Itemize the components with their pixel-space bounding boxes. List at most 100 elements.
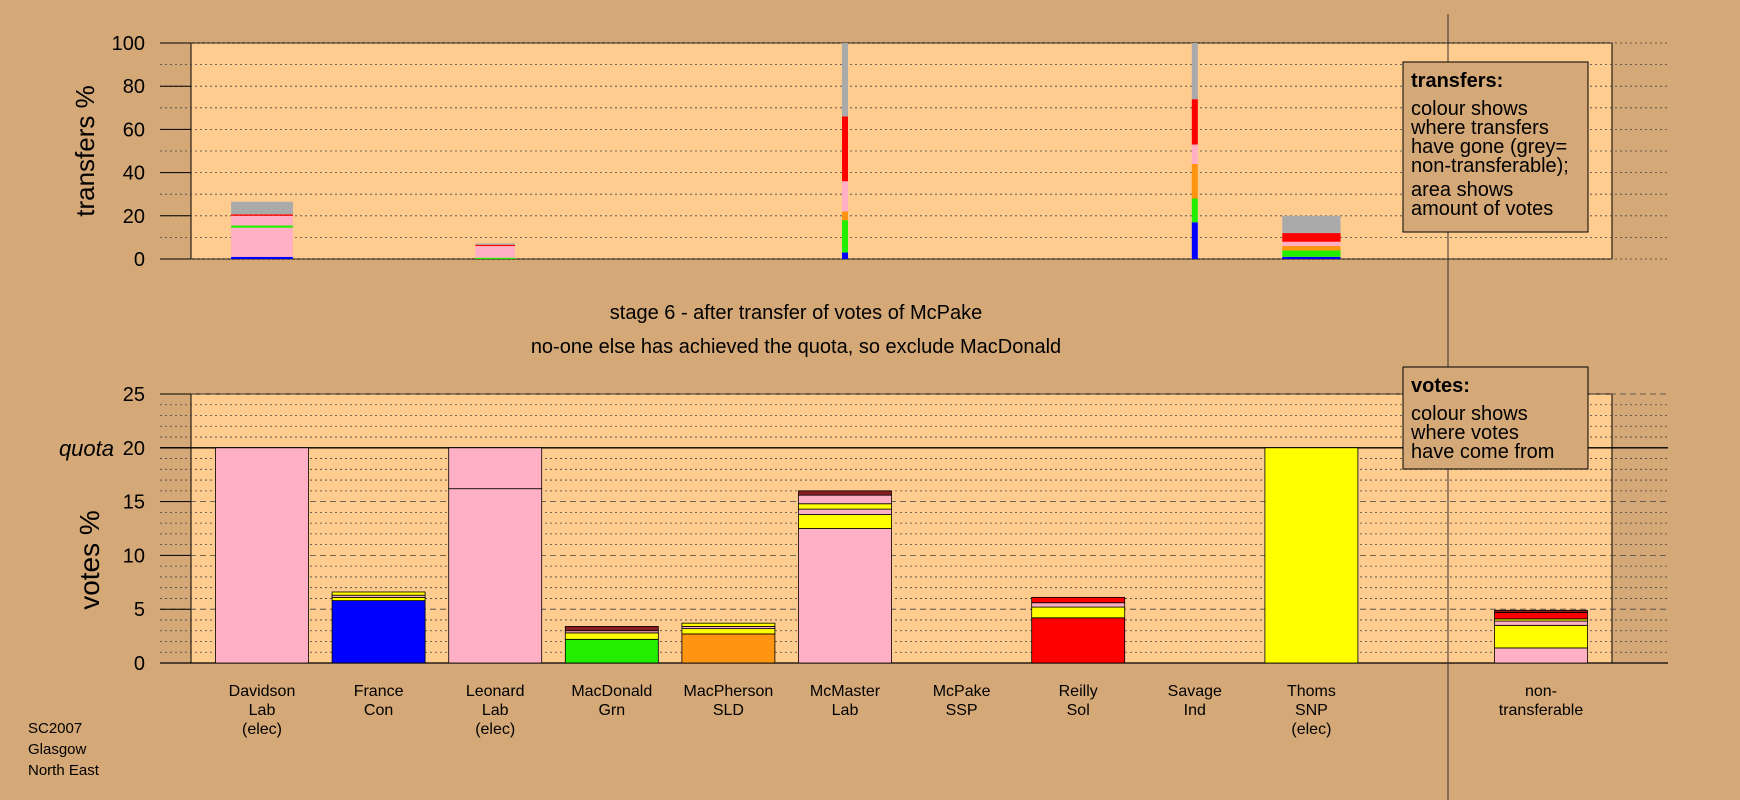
transfer-segment-thoms <box>1282 246 1341 251</box>
vote-segment-macdonald <box>564 638 659 664</box>
transfer-segment-mcmaster <box>842 43 848 117</box>
transfers-legend-text: area shows <box>1411 179 1513 201</box>
transfer-segment-mcmaster <box>842 220 848 253</box>
candidate-label: France <box>354 683 404 700</box>
votes-plot-area <box>190 393 1613 664</box>
votes-y-tick-label: 5 <box>134 599 145 621</box>
vote-segment-mcmaster <box>798 494 892 505</box>
vote-segment-nontransferable <box>1494 609 1588 613</box>
transfers-y-axis-label: transfers % <box>70 85 100 217</box>
vote-segment-reilly <box>1031 606 1126 619</box>
transfer-segment-davidson <box>231 225 293 228</box>
transfer-segment-savage <box>1191 198 1198 223</box>
candidate-label: Davidson <box>229 683 296 700</box>
transfer-segment-savage <box>1191 222 1198 259</box>
vote-segment-nontransferable <box>1494 647 1588 664</box>
candidate-label: Grn <box>598 702 625 719</box>
vote-segment-reilly <box>1031 617 1126 664</box>
transfer-segment-mcmaster <box>842 116 848 182</box>
votes-y-tick-label: 25 <box>123 384 145 406</box>
vote-segment-macpherson <box>681 622 776 627</box>
transfer-segment-thoms <box>1282 250 1341 257</box>
vote-segment-reilly <box>1031 602 1126 608</box>
vote-segment-france <box>331 591 426 596</box>
transfers-y-tick-label: 20 <box>123 206 145 228</box>
transfers-legend-box <box>1402 61 1589 233</box>
candidate-label: (elec) <box>1291 721 1331 738</box>
candidate-label: Lab <box>249 702 276 719</box>
vote-segment-nontransferable <box>1494 624 1588 649</box>
transfers-y-tick-label: 100 <box>112 33 145 55</box>
vote-segment-leonard <box>448 447 543 490</box>
nontransferable-label: transferable <box>1499 702 1584 719</box>
vote-segment-mcmaster <box>798 514 892 529</box>
votes-legend-title: votes: <box>1411 375 1470 397</box>
candidate-label: MacDonald <box>571 683 652 700</box>
transfer-segment-mcmaster <box>842 211 848 221</box>
votes-legend-text: where votes <box>1410 422 1519 444</box>
vote-segment-leonard <box>448 488 543 664</box>
candidate-label: McPake <box>933 683 991 700</box>
vote-segment-macdonald <box>564 632 659 640</box>
votes-y-tick-label: 15 <box>123 492 145 514</box>
transfer-segment-savage <box>1191 144 1198 164</box>
transfer-segment-savage <box>1191 43 1198 100</box>
transfers-y-tick-label: 80 <box>123 76 145 98</box>
vote-segment-mcmaster <box>798 490 892 496</box>
candidate-label: Con <box>364 702 393 719</box>
vote-segment-thoms <box>1264 447 1359 664</box>
candidate-label: Thoms <box>1287 683 1336 700</box>
transfer-segment-savage <box>1191 163 1198 199</box>
vote-segment-reilly <box>1031 596 1126 604</box>
votes-y-tick-label: 10 <box>123 545 145 567</box>
candidate-label: Ind <box>1184 702 1206 719</box>
vote-segment-nontransferable <box>1494 620 1588 626</box>
footer-line-2: Glasgow <box>28 741 87 758</box>
candidate-label: Savage <box>1168 683 1222 700</box>
transfer-segment-leonard <box>475 246 516 258</box>
transfers-legend-text: amount of votes <box>1411 198 1553 220</box>
candidate-label: McMaster <box>810 683 881 700</box>
candidate-label: SNP <box>1295 702 1328 719</box>
vote-segment-france <box>331 600 426 664</box>
transfer-segment-davidson <box>231 256 293 259</box>
transfer-segment-mcmaster <box>842 252 848 259</box>
transfers-legend-text: have gone (grey= <box>1411 136 1567 158</box>
candidate-label: Reilly <box>1059 683 1098 700</box>
transfers-y-tick-label: 0 <box>134 249 145 271</box>
vote-segment-france <box>331 596 426 601</box>
votes-y-tick-label: 20 <box>123 438 145 460</box>
vote-segment-macdonald <box>564 626 659 632</box>
transfer-segment-davidson <box>231 227 293 257</box>
stage-title: stage 6 - after transfer of votes of McP… <box>610 302 982 324</box>
vote-segment-davidson <box>215 447 309 664</box>
votes-legend-box <box>1402 366 1589 470</box>
transfer-segment-leonard <box>475 244 516 247</box>
vote-segment-nontransferable <box>1494 612 1588 620</box>
stage-subtitle: no-one else has achieved the quota, so e… <box>531 336 1061 358</box>
candidate-label: (elec) <box>242 721 282 738</box>
transfer-segment-davidson <box>231 215 293 226</box>
transfers-legend-text: where transfers <box>1410 117 1549 139</box>
transfer-segment-mcmaster <box>842 181 848 212</box>
transfer-segment-thoms <box>1282 233 1341 242</box>
footer-line-3: North East <box>28 762 99 779</box>
candidate-label: Sol <box>1067 702 1090 719</box>
votes-y-tick-label: 0 <box>134 653 145 675</box>
candidate-label: (elec) <box>475 721 515 738</box>
candidate-label: SSP <box>946 702 978 719</box>
votes-legend-text: colour shows <box>1411 403 1528 425</box>
footer-line-1: SC2007 <box>28 720 83 737</box>
transfer-segment-davidson <box>231 201 293 215</box>
transfers-legend-text: colour shows <box>1411 98 1528 120</box>
vote-segment-macpherson <box>681 633 776 664</box>
transfer-segment-thoms <box>1282 241 1341 247</box>
vote-segment-mcmaster <box>798 508 892 515</box>
vote-segment-mcmaster <box>798 528 892 664</box>
votes-y-axis-label: votes % <box>74 510 105 610</box>
candidate-label: Leonard <box>466 683 525 700</box>
quota-label: quota <box>59 436 114 461</box>
candidate-label: MacPherson <box>683 683 773 700</box>
